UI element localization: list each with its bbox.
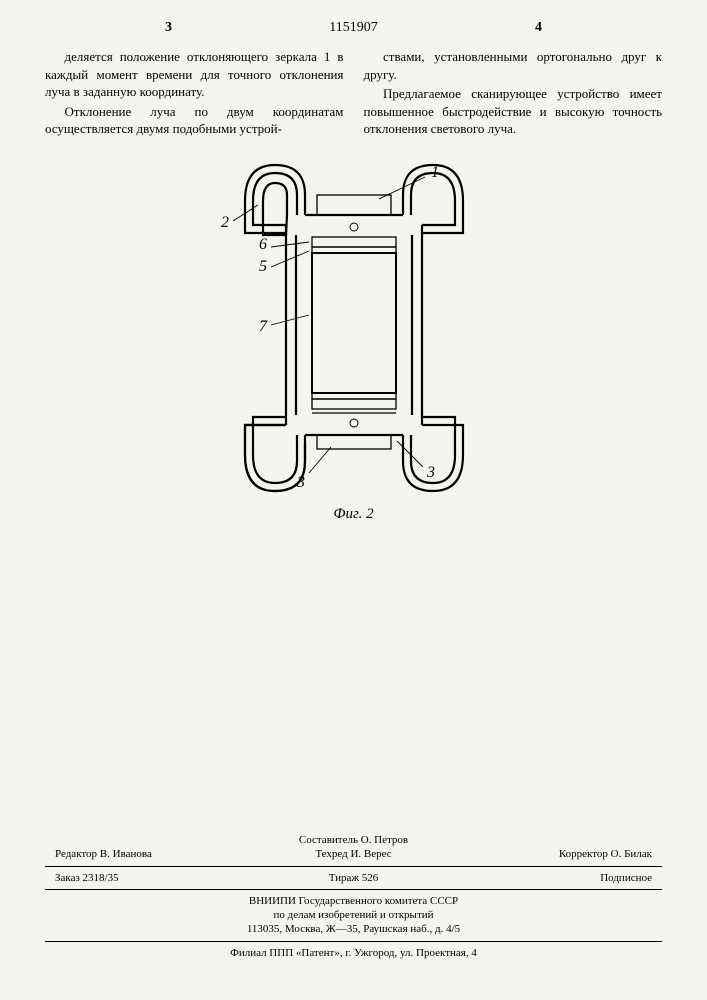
para-r2: Предлагаемое сканирующее устройство имее…: [364, 85, 663, 138]
document-number: 1151907: [329, 20, 377, 36]
page-header: 3 1151907 4: [45, 20, 662, 40]
label-5: 5: [259, 258, 267, 275]
label-2: 2: [221, 214, 229, 231]
para-l2: Отклонение луча по двум координатам осущ…: [45, 103, 344, 138]
label-7: 7: [259, 318, 268, 335]
outer-frame: [245, 165, 463, 491]
imprint-footer: Составитель О. Петров Редактор В. Иванов…: [45, 833, 662, 960]
figure-2-svg: 1 2 6 5 7 3 3: [209, 155, 499, 495]
text-columns: деляется положение отклоняющего зеркала …: [45, 48, 662, 140]
figure-caption: Фиг. 2: [45, 506, 662, 523]
column-right: ствами, установленными ортогонально друг…: [364, 48, 663, 140]
org-line-2: по делам изобретений и открытий: [45, 908, 662, 922]
para-l1: деляется положение отклоняющего зеркала …: [45, 48, 344, 101]
label-1: 1: [431, 164, 439, 181]
pivot-top: [350, 223, 358, 231]
org-line-1: ВНИИПИ Государственного комитета СССР: [45, 894, 662, 908]
tech-editor: Техред И. Верес: [254, 847, 453, 861]
label-3a: 3: [296, 474, 305, 491]
label-6: 6: [259, 236, 267, 253]
tirazh: Тираж 526: [254, 871, 453, 885]
pivot-bottom: [350, 419, 358, 427]
corrector: Корректор О. Билак: [453, 847, 652, 861]
org-line-3: Филиал ППП «Патент», г. Ужгород, ул. Про…: [45, 946, 662, 960]
compiler: Составитель О. Петров: [45, 833, 662, 847]
subscription: Подписное: [453, 871, 652, 885]
part-7: [312, 253, 396, 393]
editor: Редактор В. Иванова: [55, 847, 254, 861]
page-number-left: 3: [165, 20, 172, 36]
order-number: Заказ 2318/35: [55, 871, 254, 885]
address: 113035, Москва, Ж—35, Раушская наб., д. …: [45, 922, 662, 936]
para-r1: ствами, установленными ортогонально друг…: [364, 48, 663, 83]
figure-2: 1 2 6 5 7 3 3 Фиг. 2: [45, 155, 662, 523]
page-number-right: 4: [535, 20, 542, 36]
label-3b: 3: [426, 464, 435, 481]
part-6: [312, 237, 396, 247]
column-left: деляется положение отклоняющего зеркала …: [45, 48, 344, 140]
part-6b: [312, 399, 396, 409]
